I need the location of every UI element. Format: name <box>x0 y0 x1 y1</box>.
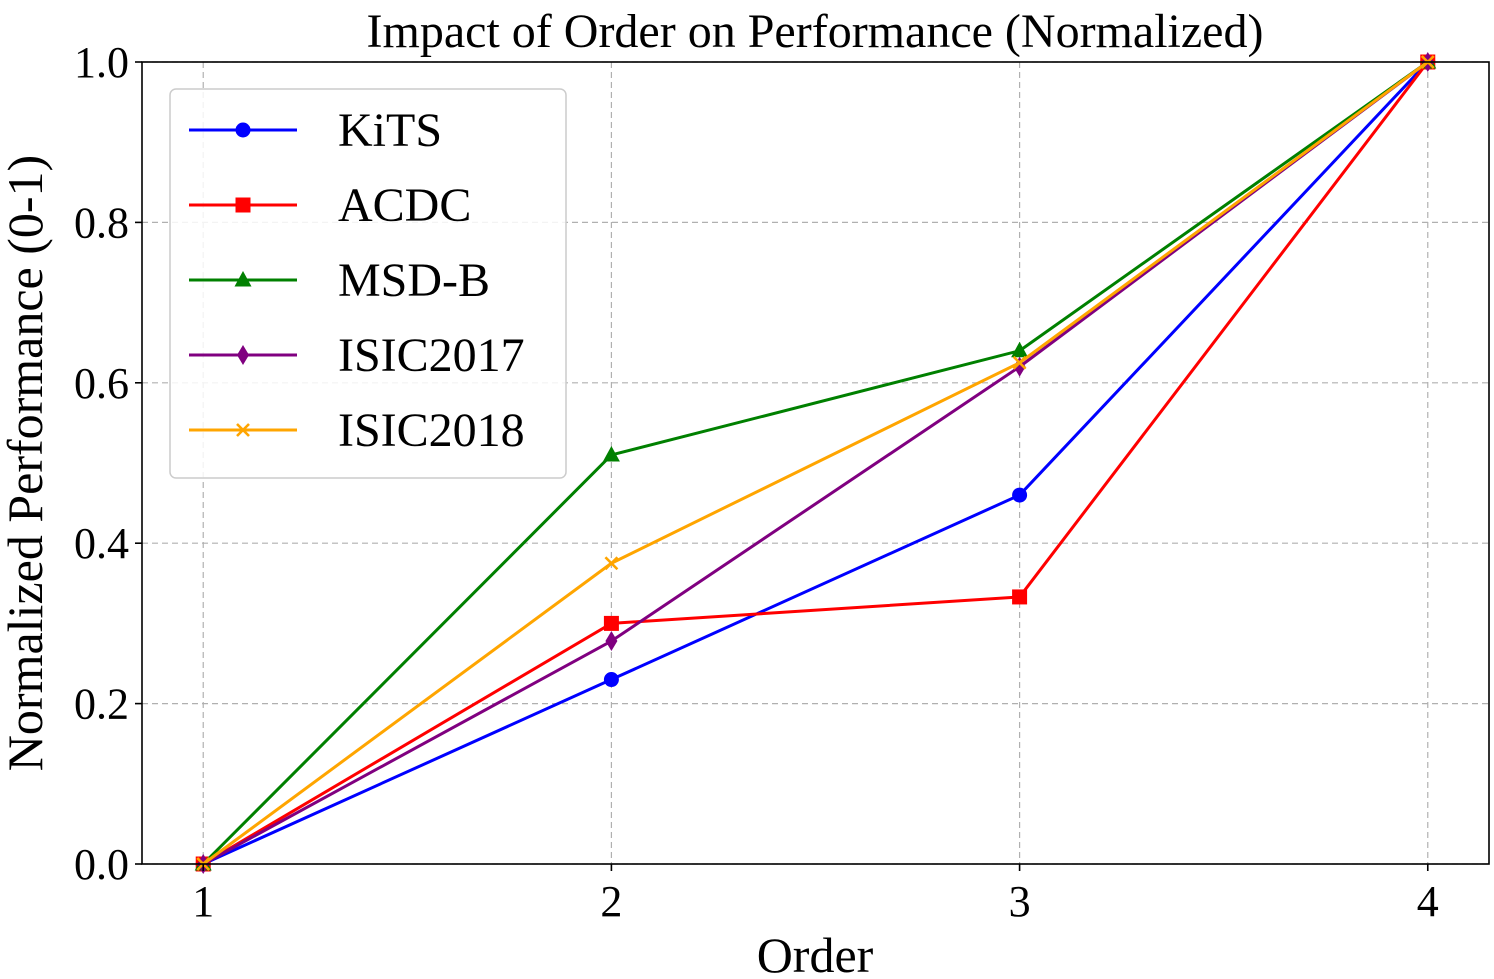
data-point-kits <box>603 672 619 688</box>
chart-title: Impact of Order on Performance (Normaliz… <box>367 5 1264 58</box>
x-axis-label: Order <box>757 927 874 979</box>
legend-marker-acdc <box>235 197 251 213</box>
series-isic2018 <box>196 55 1435 871</box>
legend-entry-isic2017: ISIC2017 <box>189 329 525 382</box>
data-point-isic2017 <box>1013 356 1026 377</box>
legend-label: ISIC2018 <box>338 404 525 457</box>
legend-marker-msd-b <box>234 271 252 287</box>
data-point-msd-b <box>602 445 620 462</box>
legend-entry-kits: KiTS <box>189 104 442 157</box>
series-line-isic2018 <box>202 60 1429 866</box>
legend-label: MSD-B <box>338 254 490 307</box>
y-tick-label: 0.2 <box>74 680 129 729</box>
data-point-isic2017 <box>605 631 618 652</box>
series-line-isic2017 <box>202 60 1429 866</box>
data-point-acdc <box>1012 589 1028 605</box>
legend-marker-isic2018 <box>236 423 250 437</box>
legend-marker-isic2017 <box>237 345 249 365</box>
legend-entry-acdc: ACDC <box>189 179 471 232</box>
y-tick-label: 0.6 <box>74 359 129 408</box>
x-tick-label: 2 <box>600 877 622 926</box>
plot-area-frame <box>141 61 1490 865</box>
axis-ticks: 1 2 3 4 0.0 0.2 0.4 0.6 0.8 1.0 <box>74 38 1439 926</box>
series-line-msd-b <box>202 60 1429 866</box>
y-tick-label: 1.0 <box>74 38 129 87</box>
legend: KiTS ACDC MSD-B ISIC2017 ISIC2018 <box>169 88 567 479</box>
x-tick-label: 4 <box>1417 877 1439 926</box>
y-axis-label: Normalized Performance (0-1) <box>0 155 53 771</box>
series-layer <box>194 52 1437 874</box>
data-point-acdc <box>603 615 619 631</box>
x-tick-label: 3 <box>1009 877 1031 926</box>
legend-label: KiTS <box>338 104 442 157</box>
series-line-acdc <box>202 61 1429 866</box>
legend-entry-isic2018: ISIC2018 <box>189 404 525 457</box>
legend-entry-msd-b: MSD-B <box>189 254 490 307</box>
legend-marker-kits <box>235 122 251 138</box>
data-point-msd-b <box>1011 341 1029 358</box>
legend-label: ISIC2017 <box>338 329 525 382</box>
data-point-isic2018 <box>1012 355 1027 370</box>
data-point-isic2018 <box>604 556 619 571</box>
data-point-kits <box>1012 487 1028 503</box>
y-tick-label: 0.0 <box>74 840 129 889</box>
y-tick-label: 0.4 <box>74 519 129 568</box>
legend-label: ACDC <box>338 179 471 232</box>
series-line-kits <box>202 60 1429 866</box>
x-tick-label: 1 <box>192 877 214 926</box>
legend-box <box>169 88 567 479</box>
y-tick-label: 0.8 <box>74 198 129 247</box>
